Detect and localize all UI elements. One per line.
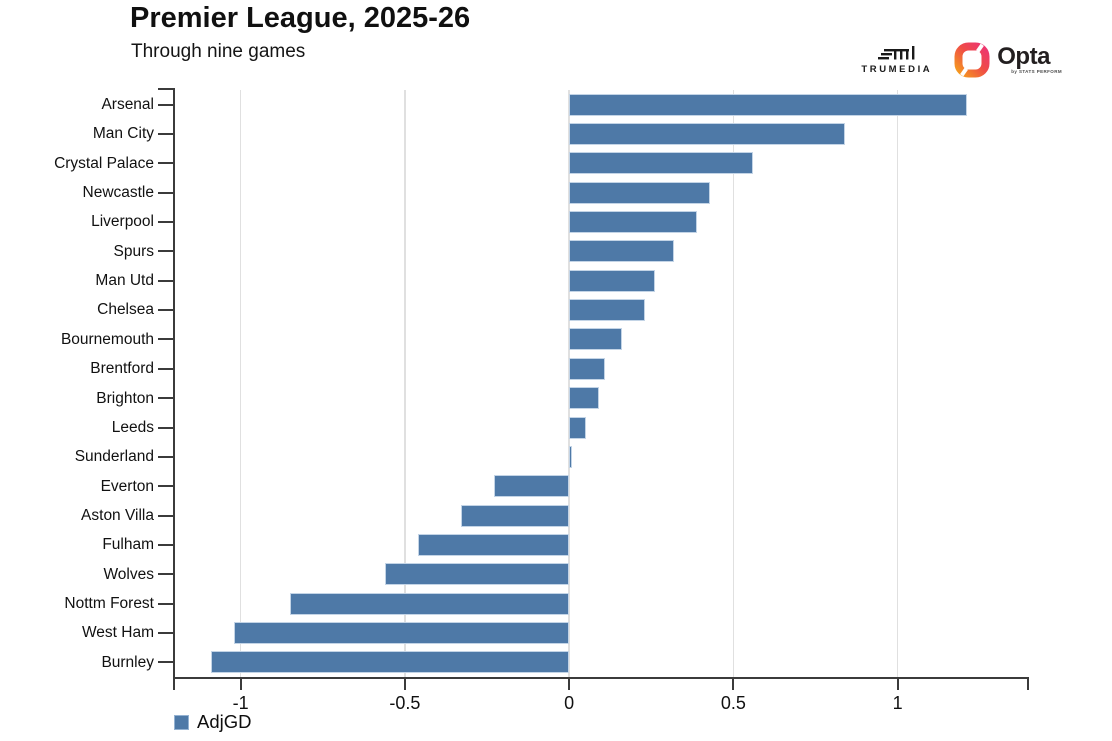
opta-label: Opta xyxy=(997,43,1050,70)
bar-arsenal xyxy=(569,93,967,116)
opta-sub-label: by STATS PERFORM xyxy=(1011,69,1062,74)
x-tick--1 xyxy=(239,677,242,690)
bar-sunderland xyxy=(569,445,573,468)
plot-area: Arsenal Man City Crystal Palace Newcastle Li… xyxy=(54,88,1029,713)
y-tick-brighton xyxy=(158,397,173,400)
category-label-chelsea: Chelsea xyxy=(97,301,154,319)
y-tick-chelsea xyxy=(158,309,173,312)
gridline--1 xyxy=(239,90,242,677)
bar-chelsea xyxy=(569,299,645,322)
category-label-crystal-palace: Crystal Palace xyxy=(54,154,154,172)
category-label-sunderland: Sunderland xyxy=(74,448,154,466)
bar-nottm-forest xyxy=(289,592,570,615)
bar-newcastle xyxy=(569,181,711,204)
opta-logo: Opta by STATS PERFORM xyxy=(954,42,1062,78)
y-tick-everton xyxy=(158,485,173,488)
trumedia-logo: TRUMEDIA xyxy=(861,45,932,75)
bar-brentford xyxy=(569,357,606,380)
x-tick-label-0: 0 xyxy=(564,693,575,713)
y-tick-aston-villa xyxy=(158,514,173,517)
category-label-fulham: Fulham xyxy=(102,536,154,554)
y-tick-nottm-forest xyxy=(158,602,173,605)
category-label-brighton: Brighton xyxy=(96,389,154,407)
category-label-leeds: Leeds xyxy=(111,418,154,436)
category-label-wolves: Wolves xyxy=(103,565,154,583)
category-label-arsenal: Arsenal xyxy=(101,96,154,113)
y-tick-leeds xyxy=(158,426,173,429)
trumedia-mark-icon xyxy=(877,46,915,60)
y-tick-man-utd xyxy=(158,279,173,282)
x-axis-left-endcap xyxy=(173,677,175,690)
gridline-0 xyxy=(568,90,570,677)
opta-ring-icon xyxy=(954,42,990,78)
x-tick-label-1: 1 xyxy=(892,693,903,713)
logo-strip: TRUMEDIA Opta by STATS PERFORM xyxy=(861,42,1062,78)
bar-everton xyxy=(493,475,570,498)
gridline--0.5 xyxy=(404,90,406,677)
x-tick-0.5 xyxy=(732,677,735,690)
bar-west-ham xyxy=(234,621,570,644)
y-axis-top-cap xyxy=(158,88,175,90)
x-tick--0.5 xyxy=(403,677,406,690)
category-label-newcastle: Newcastle xyxy=(82,184,155,202)
legend-label: AdjGD xyxy=(197,711,252,732)
y-tick-fulham xyxy=(158,543,173,546)
bar-aston-villa xyxy=(460,504,570,527)
bar-man-city xyxy=(569,123,846,146)
x-tick-0 xyxy=(568,677,571,690)
category-label-bournemouth: Bournemouth xyxy=(60,330,154,348)
y-tick-spurs xyxy=(158,250,173,253)
category-label-burnley: Burnley xyxy=(101,653,154,671)
category-label-everton: Everton xyxy=(100,477,154,495)
bar-burnley xyxy=(211,651,570,674)
bar-leeds xyxy=(569,416,586,439)
y-tick-wolves xyxy=(158,573,173,576)
bar-liverpool xyxy=(569,211,698,234)
chart-title: Premier League, 2025-26 xyxy=(130,2,471,34)
x-axis-right-endcap xyxy=(1027,677,1029,690)
category-label-brentford: Brentford xyxy=(90,360,154,378)
category-label-man-utd: Man Utd xyxy=(95,272,154,290)
bar-bournemouth xyxy=(569,328,622,351)
bar-man-utd xyxy=(569,269,655,292)
y-tick-arsenal xyxy=(158,103,173,106)
bar-fulham xyxy=(418,533,570,556)
opta-text: Opta by STATS PERFORM xyxy=(997,43,1062,75)
category-label-liverpool: Liverpool xyxy=(91,213,154,231)
bar-wolves xyxy=(385,563,570,586)
category-label-aston-villa: Aston Villa xyxy=(81,506,154,524)
y-tick-liverpool xyxy=(158,221,173,224)
y-tick-crystal-palace xyxy=(158,162,173,165)
y-tick-brentford xyxy=(158,367,173,370)
gridline-0.5 xyxy=(732,90,735,677)
category-label-man-city: Man City xyxy=(92,125,154,143)
y-tick-west-ham xyxy=(158,631,173,634)
category-label-west-ham: West Ham xyxy=(81,624,154,642)
category-label-nottm-forest: Nottm Forest xyxy=(64,594,154,612)
chart-subtitle: Through nine games xyxy=(131,41,306,62)
y-tick-burnley xyxy=(158,661,173,664)
trumedia-label: TRUMEDIA xyxy=(861,64,933,75)
x-tick-label--0.5: -0.5 xyxy=(389,693,421,713)
y-tick-bournemouth xyxy=(158,338,173,341)
bar-crystal-palace xyxy=(569,152,754,175)
category-label-spurs: Spurs xyxy=(113,242,155,260)
x-tick-label-0.5: 0.5 xyxy=(720,693,746,713)
y-tick-man-city xyxy=(158,133,173,136)
legend: AdjGD xyxy=(174,711,252,733)
gridline-1 xyxy=(896,90,899,677)
y-tick-newcastle xyxy=(158,191,173,194)
legend-swatch xyxy=(174,714,189,730)
x-tick-label--1: -1 xyxy=(232,693,249,713)
bar-brighton xyxy=(569,387,599,410)
y-tick-sunderland xyxy=(158,455,173,458)
x-tick-1 xyxy=(896,677,899,690)
bar-spurs xyxy=(569,240,675,263)
